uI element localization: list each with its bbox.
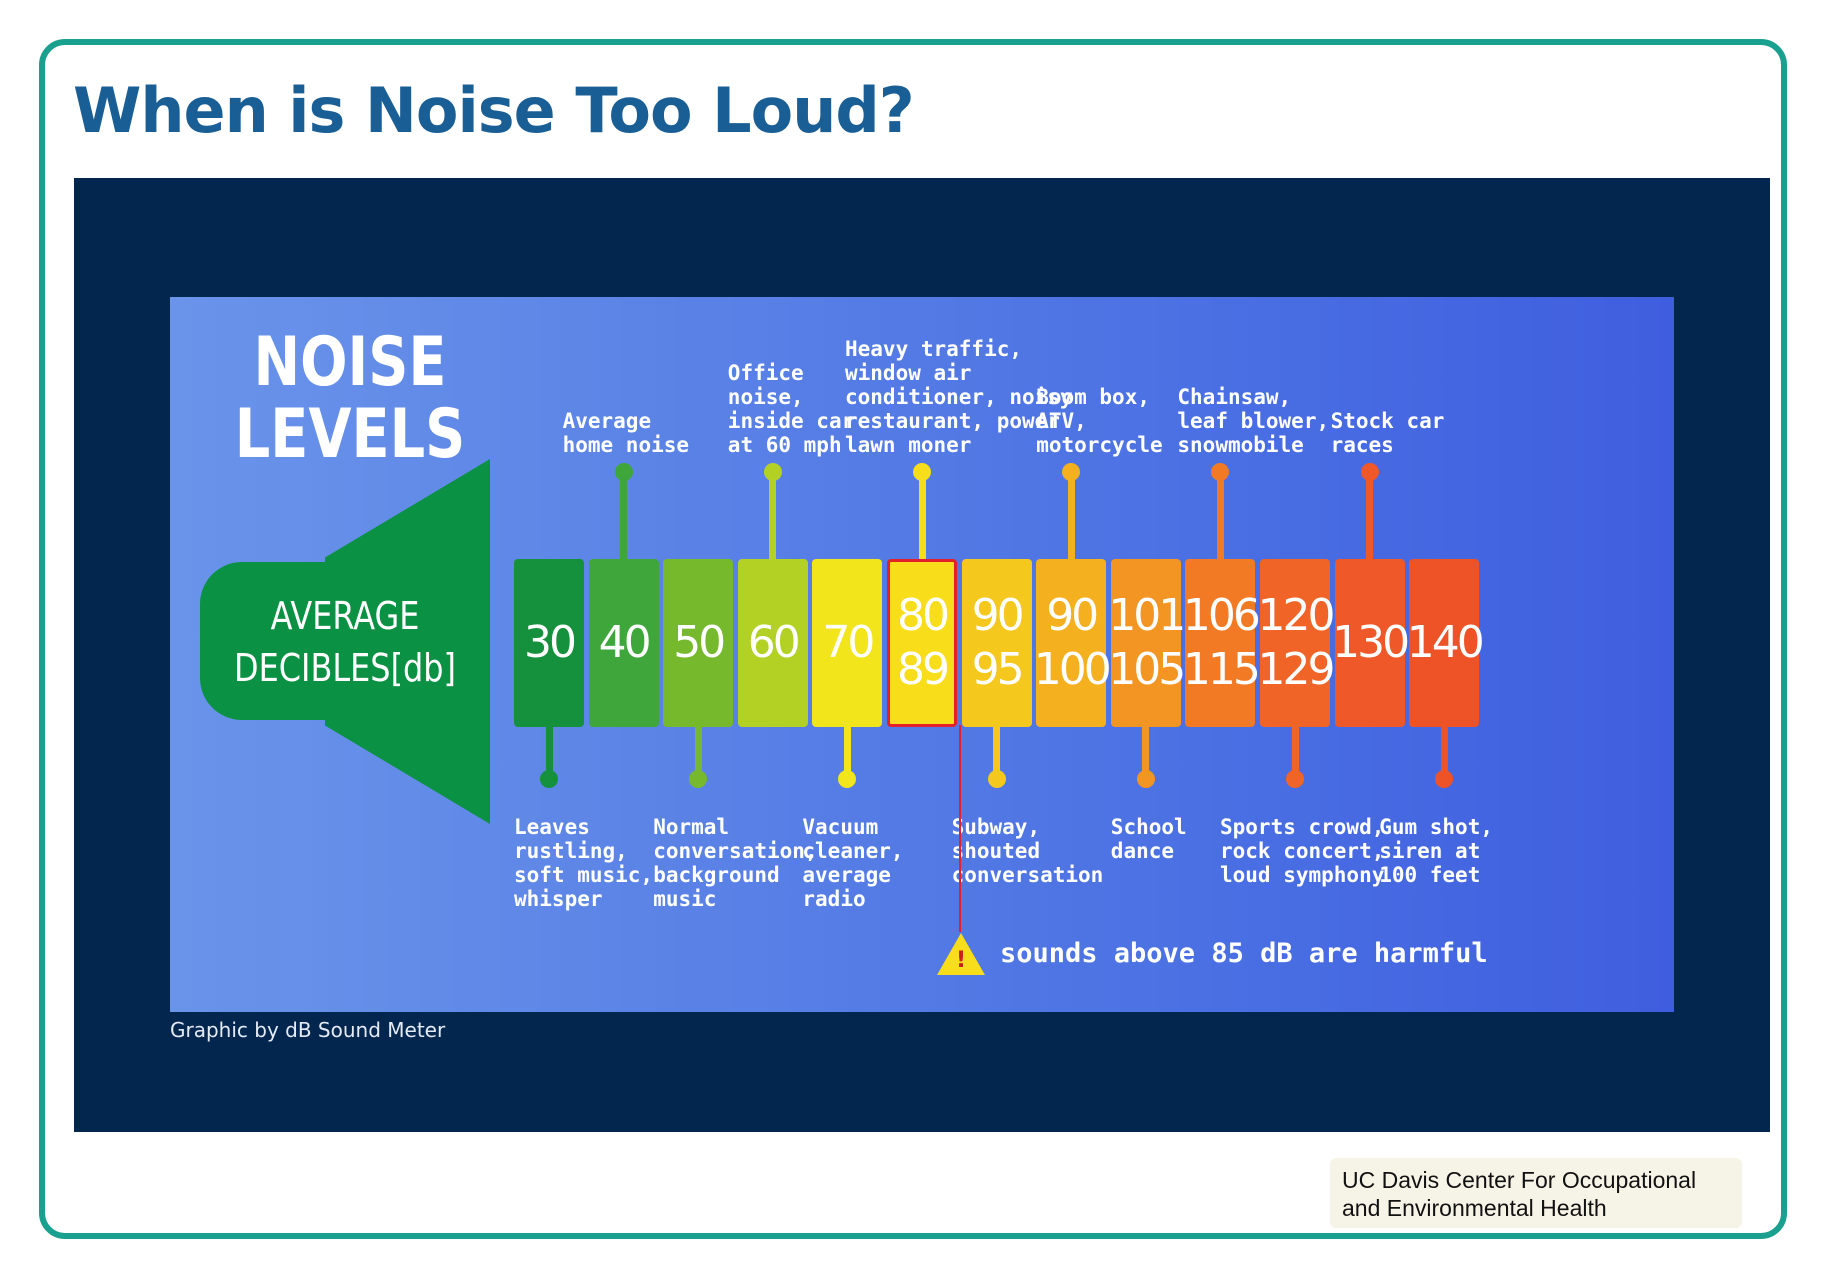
level-description: Normal conversation, background music <box>653 815 818 911</box>
average-decibels-label: AVERAGE DECIBLES[db] <box>223 590 467 694</box>
level-dot <box>1211 463 1230 481</box>
db-level-box-90-95: 90 95 <box>961 559 1032 727</box>
db-level-box-30: 30 <box>514 559 584 727</box>
noise-levels-heading: NOISE LEVELS <box>227 327 473 471</box>
level-dot <box>987 770 1006 788</box>
infographic-container: NOISE LEVELS AVERAGE DECIBLES[db] 30 Leav… <box>74 178 1770 1132</box>
level-connector <box>1440 727 1448 779</box>
speaker-body <box>200 562 360 720</box>
level-dot <box>913 463 931 481</box>
level-dot <box>1062 463 1081 481</box>
level-dot <box>540 770 558 788</box>
level-connector <box>1216 472 1224 559</box>
db-value: 70 <box>822 617 875 668</box>
level-connector <box>545 727 553 779</box>
db-value: 30 <box>524 617 577 668</box>
level-description: Heavy traffic, window air conditioner, n… <box>845 337 1073 457</box>
harm-threshold-line <box>959 725 961 932</box>
level-connector <box>620 472 628 559</box>
db-level-box-90-100: 90 100 <box>1033 559 1112 727</box>
level-dot <box>1286 770 1304 788</box>
db-value: 50 <box>673 617 726 668</box>
page-title: When is Noise Too Loud? <box>73 74 915 147</box>
level-description: Office noise, inside car at 60 mph <box>727 361 855 457</box>
graphic-credit: Graphic by dB Sound Meter <box>170 1018 446 1042</box>
db-level-box-40: 40 <box>588 559 659 727</box>
db-value: 60 <box>747 617 801 668</box>
level-dot <box>1136 770 1155 788</box>
db-value: 100 <box>1033 644 1112 695</box>
level-connector <box>993 727 1001 779</box>
db-value: 140 <box>1406 617 1485 668</box>
level-description: Leaves rustling, soft music, whisper <box>514 815 654 911</box>
speaker-label-line-2: DECIBLES[db] <box>234 646 456 690</box>
db-value: 105 <box>1108 644 1186 695</box>
level-description: Gum shot, siren at 100 feet <box>1379 815 1493 887</box>
db-value: 130 <box>1332 617 1410 668</box>
db-value: 89 <box>897 644 950 695</box>
db-level-box-140: 140 <box>1406 559 1485 727</box>
db-value: 40 <box>598 617 652 668</box>
level-connector <box>769 472 777 559</box>
db-level-box-60: 60 <box>737 559 808 727</box>
level-connector <box>1142 727 1150 779</box>
level-connector <box>843 727 851 779</box>
db-value: 95 <box>971 644 1025 695</box>
level-description: Sports crowd, rock concert, loud symphon… <box>1220 815 1385 887</box>
db-level-box-50: 50 <box>663 559 734 727</box>
db-level-box-80-89: 80 89 <box>887 559 957 727</box>
level-dot <box>689 770 708 788</box>
speaker-label-line-1: AVERAGE <box>270 594 420 638</box>
level-connector <box>1067 472 1075 559</box>
level-dot <box>763 463 782 481</box>
db-level-box-106-115: 106 115 <box>1182 559 1261 727</box>
db-value: 120 <box>1257 590 1336 641</box>
db-value: 90 <box>1046 590 1099 641</box>
level-description: Chainsaw, leaf blower, snowmobile <box>1177 385 1330 457</box>
db-level-box-130: 130 <box>1332 559 1410 727</box>
warning-exclamation: ! <box>955 948 967 973</box>
level-description: School dance <box>1110 815 1187 863</box>
db-level-box-120-129: 120 129 <box>1257 559 1336 727</box>
noise-levels-graphic: NOISE LEVELS AVERAGE DECIBLES[db] 30 Leav… <box>170 297 1674 1012</box>
db-value: 101 <box>1108 590 1186 641</box>
level-connector <box>1291 727 1299 779</box>
level-dot <box>1435 770 1454 788</box>
level-connector <box>1366 472 1374 559</box>
db-level-box-101-105: 101 105 <box>1108 559 1186 727</box>
db-value: 90 <box>971 590 1025 641</box>
level-connector <box>918 472 926 559</box>
db-value: 106 <box>1182 590 1261 641</box>
level-description: Subway, shouted conversation <box>951 815 1104 887</box>
level-description: Boom box, ATV, motorcycle <box>1036 385 1163 457</box>
level-dot <box>838 770 857 788</box>
level-description: Stock car races <box>1330 409 1445 457</box>
level-connector <box>694 727 702 779</box>
heading-line-2: LEVELS <box>234 395 466 474</box>
level-dot <box>614 463 633 481</box>
db-value: 80 <box>897 590 950 641</box>
harmful-threshold-text: sounds above 85 dB are harmful <box>1000 938 1488 969</box>
db-level-box-70: 70 <box>812 559 883 727</box>
heading-line-1: NOISE <box>253 323 447 402</box>
db-value: 115 <box>1182 644 1261 695</box>
db-value: 129 <box>1257 644 1336 695</box>
level-description: Vacuum cleaner, average radio <box>802 815 904 911</box>
level-dot <box>1360 463 1379 481</box>
page-frame <box>39 39 1787 1239</box>
source-note: UC Davis Center For Occupational and Env… <box>1330 1158 1742 1228</box>
level-description: Average home noise <box>562 409 690 457</box>
